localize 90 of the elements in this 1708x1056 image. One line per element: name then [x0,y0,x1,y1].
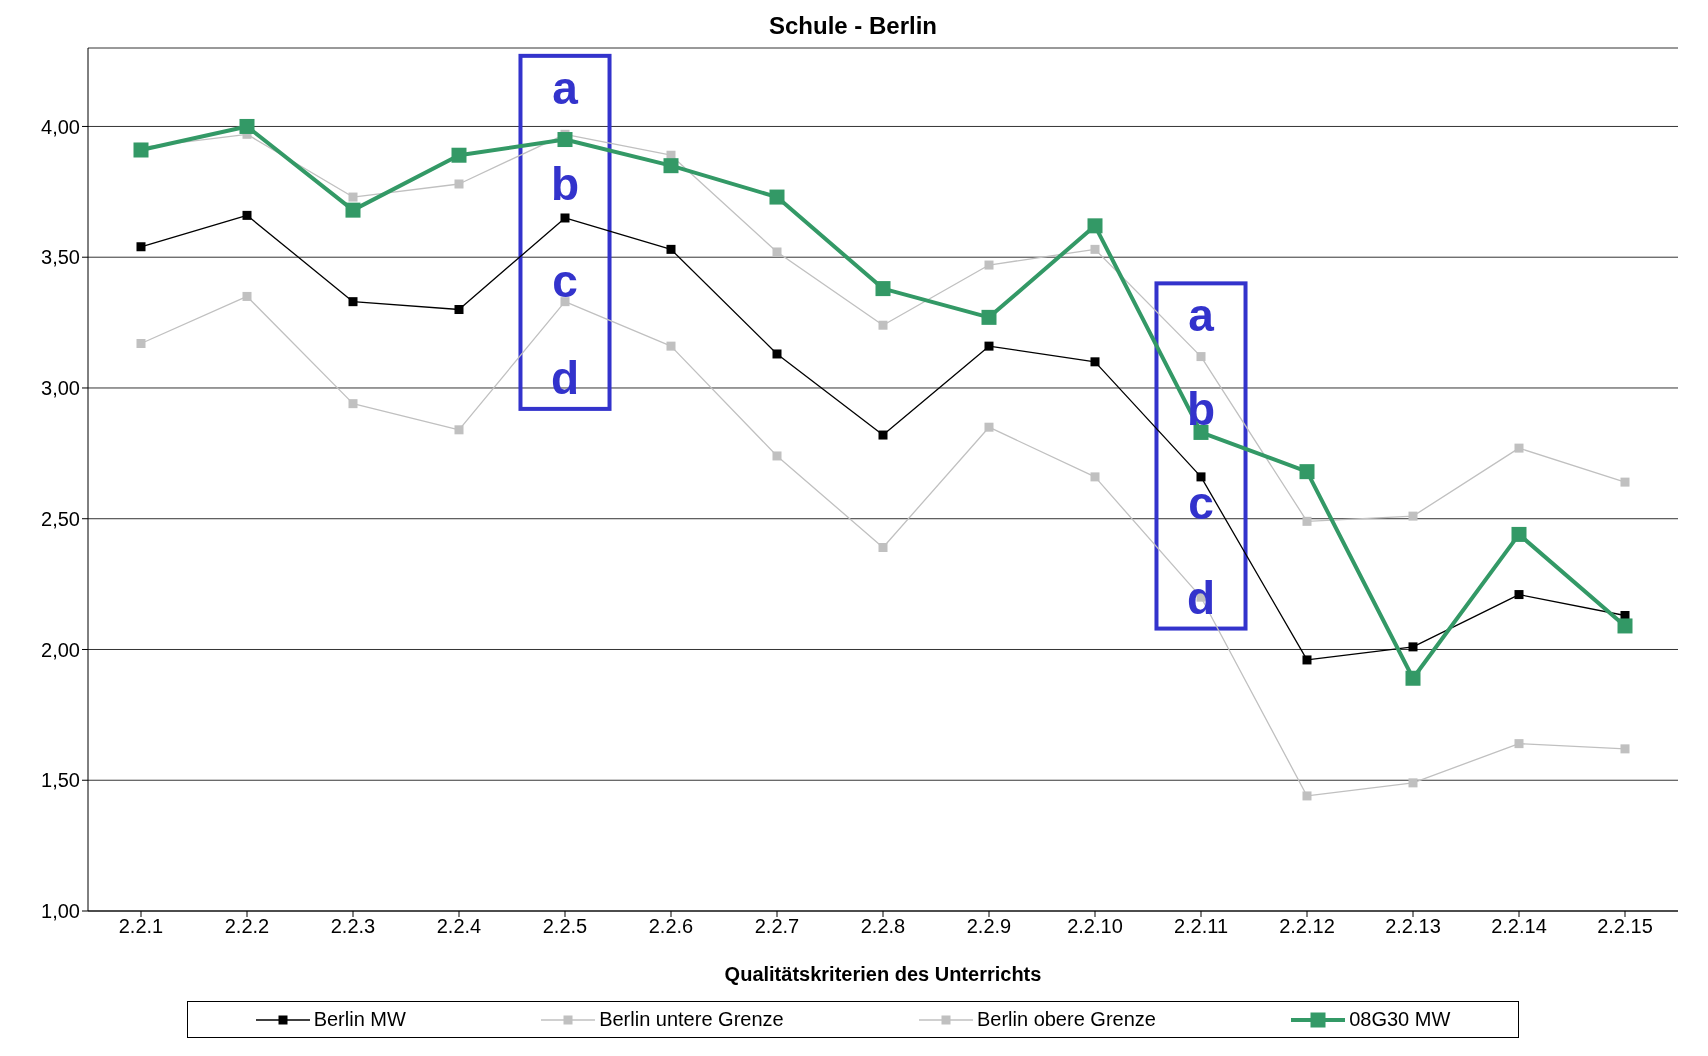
point [136,242,146,252]
point [1090,472,1100,482]
annotation: b [550,158,580,211]
point [348,192,358,202]
point [242,291,252,301]
point [560,213,570,223]
point [454,425,464,435]
y-tick-label: 1,00 [41,900,80,923]
point [451,147,467,163]
annotation: c [552,255,578,308]
point [1408,511,1418,521]
point [1511,526,1527,542]
y-tick-label: 3,50 [41,246,80,269]
y-tick-label: 2,50 [41,507,80,530]
point [1090,357,1100,367]
x-tick-label: 2.2.3 [330,915,376,938]
point [1302,791,1312,801]
point [666,244,676,254]
point [1405,670,1421,686]
legend-label: Berlin obere Grenze [975,1008,1156,1031]
point [242,210,252,220]
x-axis-title: Qualitätskriterien des Unterrichts [724,963,1042,985]
x-tick-label: 2.2.14 [1491,915,1547,938]
x-tick-label: 2.2.7 [754,915,800,938]
x-tick-label: 2.2.8 [860,915,906,938]
x-tick-label: 2.2.11 [1173,915,1229,938]
point [1302,516,1312,526]
y-tick-label: 1,50 [41,769,80,792]
legend-label: Berlin MW [312,1008,406,1031]
x-tick-label: 2.2.9 [966,915,1012,938]
point [1087,218,1103,234]
annotation: b [1186,383,1216,436]
point [772,247,782,257]
point [1193,424,1209,440]
point [348,297,358,307]
point [1514,739,1524,749]
point [878,542,888,552]
x-tick-label: 2.2.6 [648,915,694,938]
point [666,341,676,351]
annotation: c [1188,477,1214,530]
y-tick-label: 4,00 [41,115,80,138]
x-tick-label: 2.2.15 [1597,915,1653,938]
x-tick-label: 2.2.1 [118,915,164,938]
point [454,179,464,189]
annotation: a [1188,289,1215,342]
legend-label: 08G30 MW [1348,1008,1451,1031]
annotation: a [552,61,579,114]
point [133,142,149,158]
point [560,297,570,307]
point [345,202,361,218]
point [1408,642,1418,652]
point [875,281,891,297]
x-tick-label: 2.2.2 [224,915,270,938]
annotation: d [550,351,580,404]
point [772,349,782,359]
point [1620,477,1630,487]
x-tick-label: 2.2.5 [542,915,588,938]
point [1617,618,1633,634]
point [984,422,994,432]
annotation: d [1186,571,1216,624]
point [1408,778,1418,788]
point [1196,472,1206,482]
y-tick-label: 2,00 [41,638,80,661]
point [1620,744,1630,754]
point [981,309,997,325]
point [772,451,782,461]
point [348,399,358,409]
point [136,339,146,349]
point [984,341,994,351]
point [1196,352,1206,362]
point [454,305,464,315]
point [1299,464,1315,480]
point [239,118,255,134]
chart-title: Schule - Berlin [767,12,938,40]
y-tick-label: 3,00 [41,377,80,400]
point [769,189,785,205]
point [1514,590,1524,600]
point [557,132,573,148]
x-tick-label: 2.2.13 [1385,915,1441,938]
point [878,320,888,330]
point [1090,244,1100,254]
x-tick-label: 2.2.10 [1067,915,1123,938]
legend-label: Berlin untere Grenze [598,1008,784,1031]
point [1514,443,1524,453]
point [1302,655,1312,665]
point [663,158,679,174]
x-tick-label: 2.2.12 [1279,915,1335,938]
point [984,260,994,270]
point [878,430,888,440]
x-tick-label: 2.2.4 [436,915,482,938]
